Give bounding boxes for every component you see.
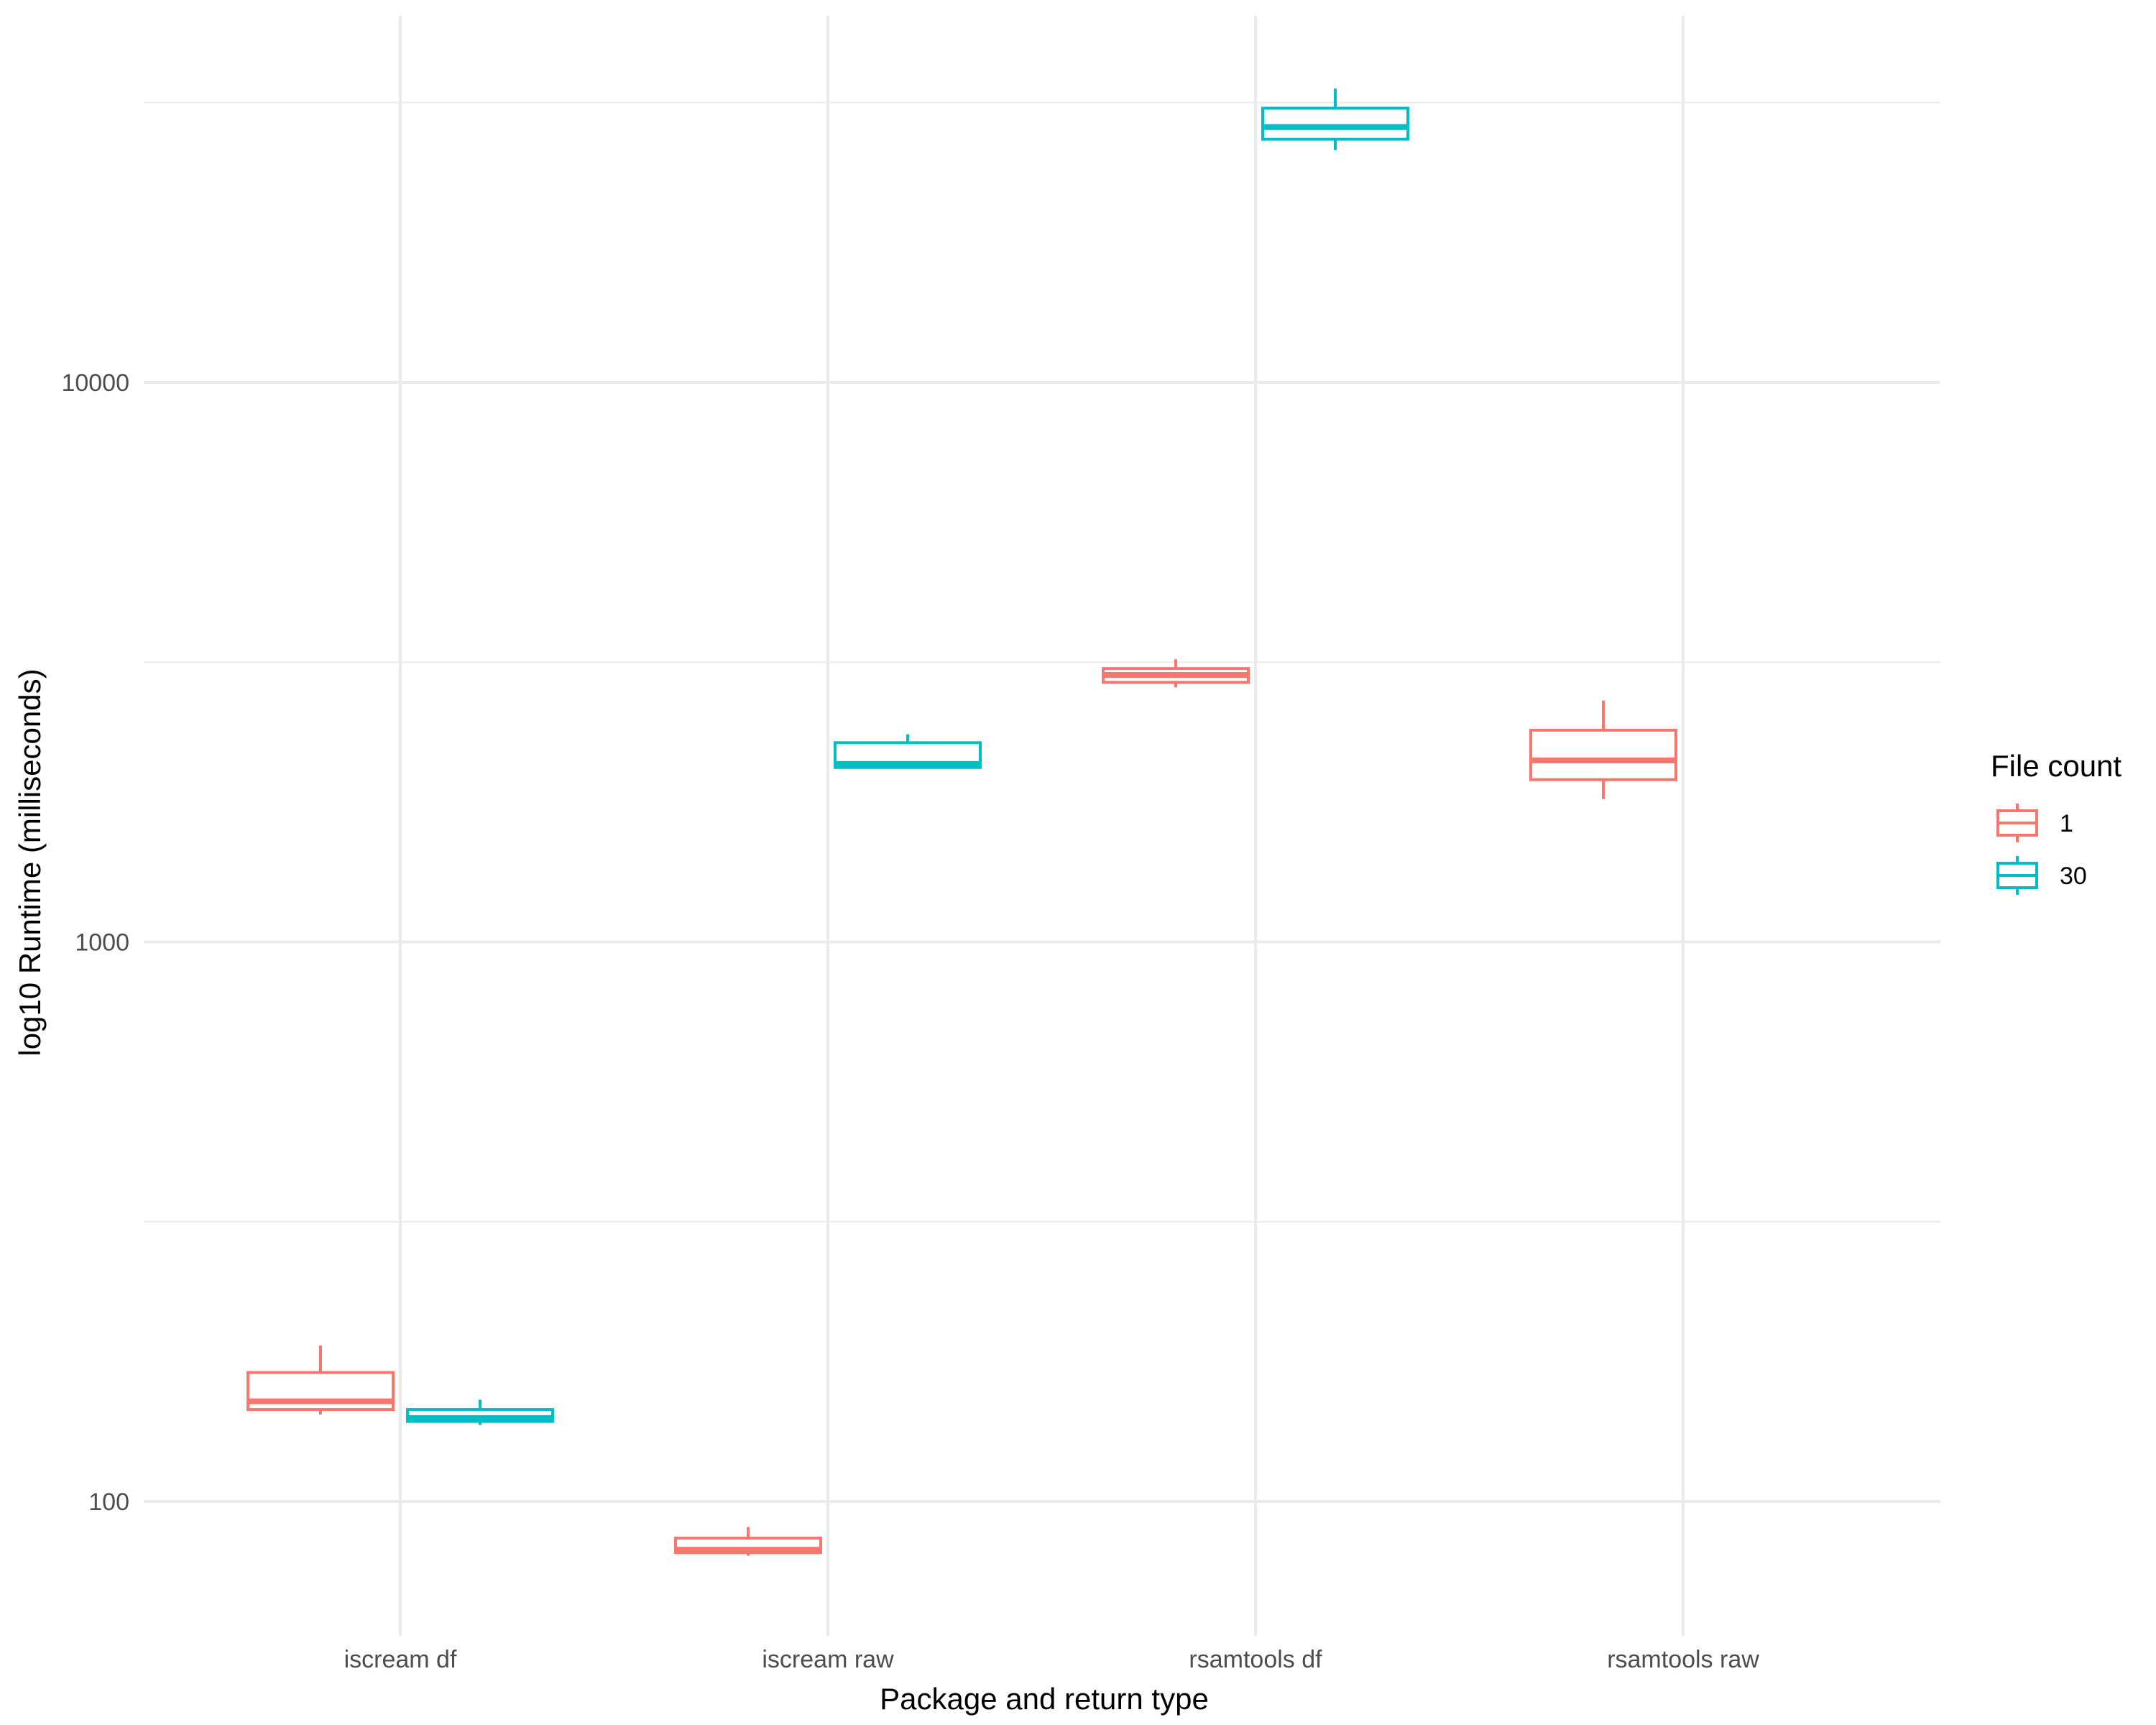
y-axis-tick-labels: 100 1000 10000 [61,369,129,1516]
major-gridlines [144,16,1940,1636]
box-layer [247,88,1677,1556]
legend: File count 1 30 [1991,749,2122,895]
box-rsamtools-df-filecount-1 [1102,659,1250,688]
x-tick-label: rsamtools df [1189,1646,1322,1673]
box-rsamtools-df-filecount-30 [1261,88,1409,150]
box-iqr [1529,728,1677,781]
legend-item-1: 1 [1996,804,2073,842]
x-tick-label: iscream raw [762,1646,894,1673]
x-axis-title: Package and return type [880,1682,1209,1716]
box-iscream-df-filecount-30 [406,1399,554,1425]
y-tick-label: 10000 [61,369,129,397]
box-rsamtools-raw-filecount-1 [1529,700,1677,799]
x-axis-tick-labels: iscream df iscream raw rsamtools df rsamtoo… [344,1646,1760,1673]
legend-label: 30 [2060,862,2087,890]
box-iscream-raw-filecount-1 [674,1527,822,1556]
y-tick-label: 100 [88,1489,129,1516]
x-tick-label: rsamtools raw [1607,1646,1759,1673]
minor-gridlines [144,101,1940,1223]
x-tick-label: iscream df [344,1646,457,1673]
y-tick-label: 1000 [75,929,129,957]
y-axis-title: log10 Runtime (milliseconds) [13,668,47,1056]
legend-title: File count [1991,749,2122,783]
legend-label: 1 [2060,810,2073,837]
box-iscream-raw-filecount-30 [834,734,982,769]
legend-item-30: 30 [1996,856,2087,895]
box-iqr [1261,106,1409,141]
box-iscream-df-filecount-1 [247,1345,395,1415]
